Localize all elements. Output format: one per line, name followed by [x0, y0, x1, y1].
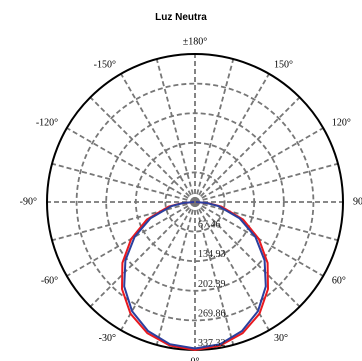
polar-grid [46, 53, 344, 351]
angle-label-9: 30° [274, 333, 288, 344]
angle-label-11: 0° [191, 356, 200, 361]
grid-spoke-75 [194, 201, 339, 242]
grid-spoke-120 [194, 127, 324, 203]
grid-spoke-315 [89, 201, 196, 308]
angle-label-0: ±180° [183, 36, 208, 47]
radial-tick-label-3: 269.86 [198, 308, 226, 319]
grid-spoke-240 [66, 127, 196, 203]
grid-ring-0 [164, 171, 226, 233]
angle-label-8: -60° [41, 275, 58, 286]
angle-label-1: 150° [274, 59, 293, 70]
grid-spoke-105 [194, 162, 339, 203]
data-series [121, 201, 269, 351]
grid-spoke-150 [194, 73, 270, 203]
radial-tick-label-2: 202.39 [198, 279, 226, 290]
angle-label-7: 60° [332, 275, 346, 286]
radial-tick-label-0: 67.46 [198, 220, 221, 231]
grid-ring-3 [75, 82, 315, 322]
grid-spoke-135 [194, 96, 301, 203]
angle-label-10: -30° [99, 333, 116, 344]
grid-spoke-210 [120, 73, 196, 203]
angle-label-6: -90° [20, 196, 37, 207]
series-line-1 [123, 201, 267, 350]
radial-tick-label-1: 134.93 [198, 249, 226, 260]
angle-label-2: -150° [94, 59, 116, 70]
angle-label-4: -120° [36, 117, 58, 128]
series-line-0 [121, 201, 269, 351]
radial-tick-label-4: 337.32 [198, 338, 226, 349]
grid-spoke-225 [89, 96, 196, 203]
angle-label-3: 120° [332, 117, 351, 128]
grid-spoke-45 [194, 201, 301, 308]
grid-spoke-255 [51, 162, 196, 203]
grid-spoke-30 [194, 201, 270, 331]
grid-spoke-285 [51, 201, 196, 242]
grid-spoke-195 [155, 58, 196, 203]
grid-spoke-330 [120, 201, 196, 331]
grid-spoke-345 [155, 201, 196, 346]
angle-label-5: 90 [353, 196, 362, 207]
grid-spoke-15 [194, 201, 235, 346]
chart-title: Luz Neutra [155, 12, 207, 23]
axis-labels: ±180° 150° -150° 120° -120° 90 -90° 60° -60° 30° -… [20, 36, 362, 361]
grid-spoke-165 [194, 58, 235, 203]
